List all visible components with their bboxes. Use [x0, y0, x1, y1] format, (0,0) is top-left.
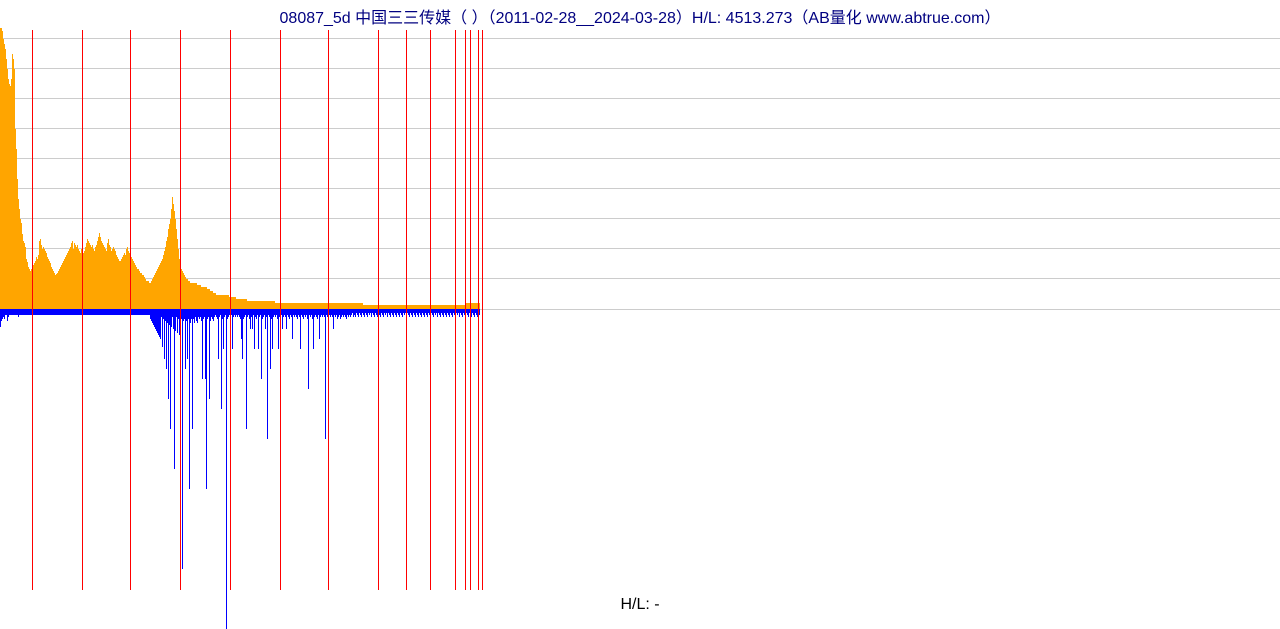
bottom-bar — [267, 309, 268, 439]
bottom-bar — [209, 309, 210, 399]
gridline — [0, 218, 1280, 219]
vline — [378, 30, 379, 590]
bottom-bar — [479, 309, 480, 315]
bottom-bar — [174, 309, 175, 469]
gridline — [0, 278, 1280, 279]
bottom-bar — [261, 309, 262, 379]
gridline — [0, 38, 1280, 39]
vline — [406, 30, 407, 590]
bottom-bar — [202, 309, 203, 379]
bottom-bar — [206, 309, 207, 489]
chart-footer: H/L: - — [0, 596, 1280, 620]
bottom-bar — [192, 309, 193, 429]
vline — [478, 30, 479, 590]
gridline — [0, 158, 1280, 159]
bottom-bar — [325, 309, 326, 439]
vline — [465, 30, 466, 590]
bottom-bar — [308, 309, 309, 389]
bottom-bar — [170, 309, 171, 429]
vline — [130, 30, 131, 590]
gridline — [0, 98, 1280, 99]
chart-title: 08087_5d 中国三三传媒（ ）（2011-02-28__2024-03-2… — [0, 0, 1280, 28]
bottom-bar — [246, 309, 247, 429]
chart-area — [0, 28, 1280, 590]
bottom-bar — [226, 309, 227, 629]
vline — [430, 30, 431, 590]
gridline — [0, 128, 1280, 129]
bottom-bar — [189, 309, 190, 489]
bottom-bar — [300, 309, 301, 349]
vline — [328, 30, 329, 590]
vline — [230, 30, 231, 590]
vline — [82, 30, 83, 590]
vline — [470, 30, 471, 590]
vline — [482, 30, 483, 590]
vline — [180, 30, 181, 590]
gridline — [0, 248, 1280, 249]
bottom-bar — [182, 309, 183, 569]
gridline — [0, 188, 1280, 189]
vline — [455, 30, 456, 590]
bottom-bar — [221, 309, 222, 409]
vline — [280, 30, 281, 590]
vline — [32, 30, 33, 590]
gridline — [0, 68, 1280, 69]
